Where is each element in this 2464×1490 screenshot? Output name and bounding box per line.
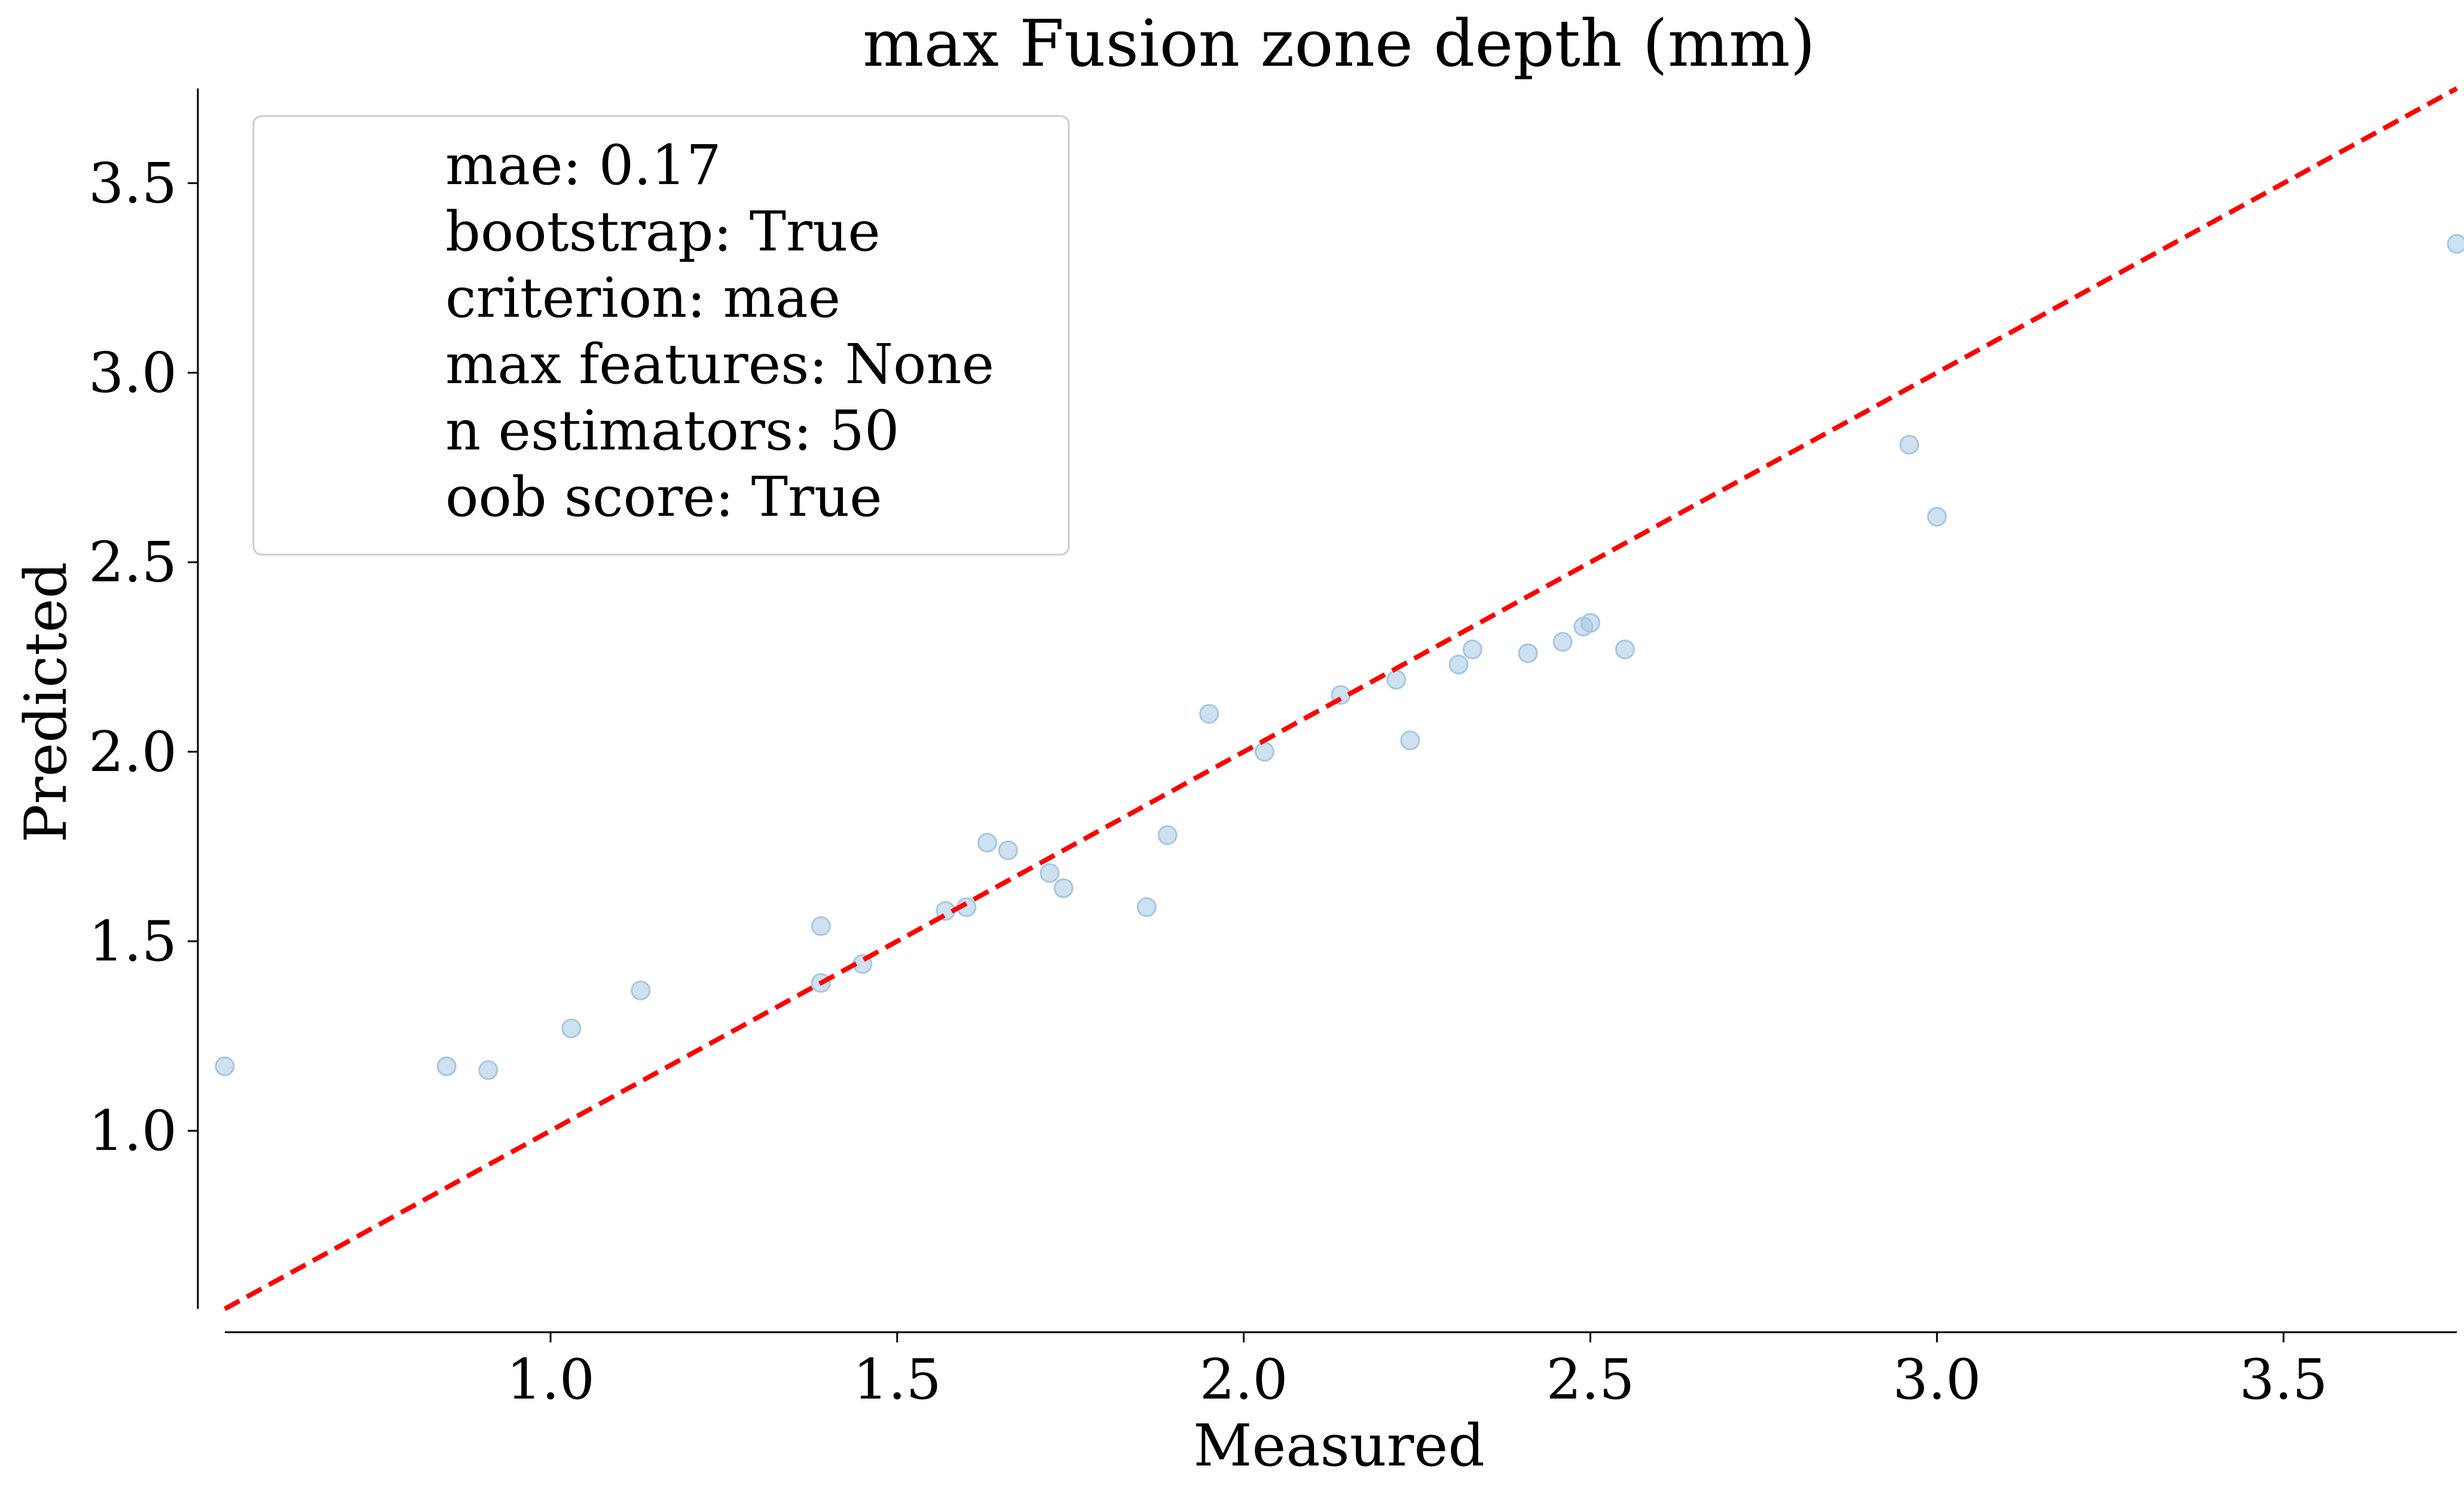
x-tick-label: 2.0 [1200, 1347, 1288, 1412]
legend-box [252, 115, 1070, 556]
legend-entry: oob score: True [445, 465, 882, 529]
x-tick-label: 1.0 [506, 1347, 595, 1412]
data-point [811, 916, 831, 936]
data-point [478, 1060, 499, 1080]
y-tick-label: 2.5 [88, 530, 177, 595]
y-tick-label: 3.0 [88, 341, 177, 405]
y-tick-label: 1.5 [88, 909, 177, 974]
data-point [2447, 234, 2464, 254]
data-point [1580, 613, 1600, 633]
data-point [1899, 435, 1919, 455]
y-axis-label: Predicted [13, 562, 80, 843]
x-tick-label: 2.5 [1546, 1347, 1635, 1412]
data-point [1552, 632, 1573, 652]
data-point [436, 1056, 457, 1076]
data-point [1136, 897, 1157, 917]
data-point [631, 980, 651, 1001]
data-point [1448, 654, 1469, 675]
data-point [1157, 825, 1178, 845]
data-point [1386, 669, 1407, 690]
data-point [1462, 640, 1482, 660]
data-point [215, 1056, 235, 1076]
data-point [1040, 863, 1060, 883]
x-axis-ticks: 1.0 1.5 2.0 2.5 3.0 3.5 [506, 1332, 2328, 1412]
x-tick-label: 1.5 [853, 1347, 941, 1412]
legend-entry: n estimators: 50 [445, 399, 900, 463]
data-point [1199, 703, 1219, 724]
data-point [1927, 507, 1947, 527]
identity-reference-line [224, 86, 2458, 1311]
data-point [1254, 742, 1274, 762]
y-tick-label: 1.0 [88, 1099, 177, 1163]
data-point [1615, 640, 1635, 660]
data-point [977, 833, 998, 853]
data-point [1053, 878, 1074, 898]
legend-entry: max features: None [445, 332, 994, 396]
y-tick-label: 2.0 [88, 720, 177, 784]
legend-entry: bootstrap: True [445, 200, 881, 264]
y-tick-label: 3.5 [88, 151, 177, 216]
legend-entry: criterion: mae [445, 266, 840, 330]
chart-title: max Fusion zone depth (mm) [863, 7, 1815, 81]
data-point [1518, 643, 1538, 663]
x-tick-label: 3.5 [2239, 1347, 2328, 1412]
x-axis-label: Measured [1193, 1412, 1485, 1479]
y-axis-ticks: 1.0 1.5 2.0 2.5 3.0 3.5 [88, 151, 198, 1163]
x-tick-label: 3.0 [1893, 1347, 1981, 1412]
data-point [561, 1018, 582, 1039]
plot-area [215, 86, 2464, 1311]
data-point [998, 840, 1018, 861]
data-point [1400, 730, 1420, 751]
legend-entry: mae: 0.17 [445, 133, 722, 197]
